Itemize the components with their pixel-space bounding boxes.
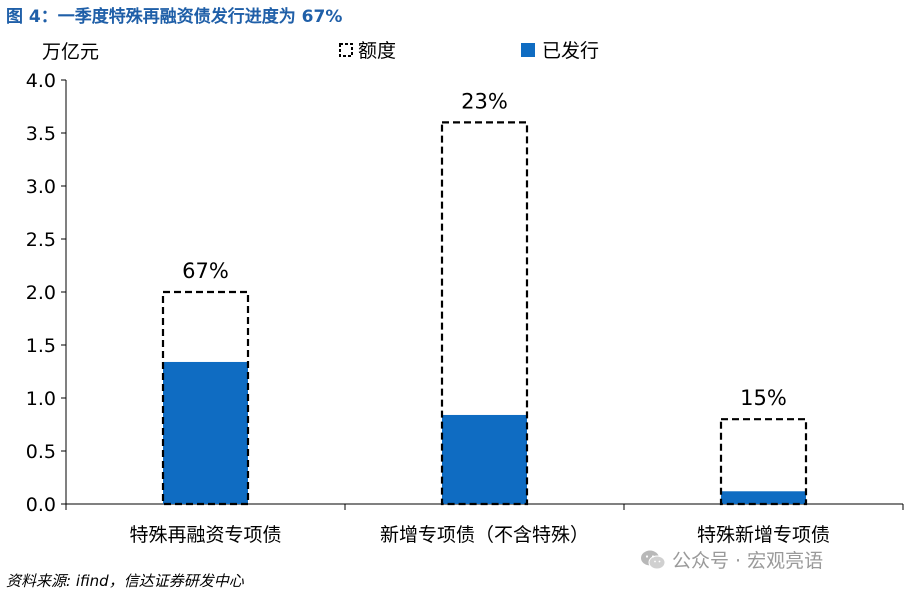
wechat-icon bbox=[641, 550, 666, 569]
watermark-label: 公众号 · 宏观亮语 bbox=[672, 550, 824, 572]
y-tick-label: 3.5 bbox=[26, 123, 56, 145]
y-tick-label: 2.5 bbox=[26, 229, 56, 251]
legend-swatch-quota bbox=[339, 43, 353, 57]
y-tick-label: 1.0 bbox=[26, 388, 56, 410]
legend-label-quota: 额度 bbox=[358, 40, 396, 62]
x-category-label: 新增专项债（不含特殊） bbox=[380, 524, 589, 546]
data-label: 15% bbox=[740, 386, 787, 410]
source-note: 资料来源: ifind，信达证券研发中心 bbox=[6, 572, 244, 590]
x-category-label: 特殊再融资专项债 bbox=[129, 524, 281, 546]
quota-bar bbox=[440, 121, 529, 506]
y-tick-label: 0.0 bbox=[26, 494, 56, 516]
watermark: 公众号 · 宏观亮语 bbox=[640, 546, 823, 573]
y-unit-label: 万亿元 bbox=[42, 41, 99, 63]
issued-bar bbox=[721, 491, 806, 504]
quota-bar bbox=[719, 418, 808, 506]
quota-bar bbox=[161, 290, 250, 506]
y-tick-label: 3.0 bbox=[26, 176, 56, 198]
legend-label-issued: 已发行 bbox=[542, 40, 599, 62]
y-tick-label: 1.5 bbox=[26, 335, 56, 357]
y-tick-label: 2.0 bbox=[26, 282, 56, 304]
y-tick-label: 4.0 bbox=[26, 70, 56, 92]
x-category-label: 特殊新增专项债 bbox=[697, 524, 830, 546]
issued-bar bbox=[163, 361, 248, 504]
issued-bar bbox=[442, 414, 527, 504]
figure-title: 图 4：一季度特殊再融资债发行进度为 67% bbox=[6, 7, 343, 27]
data-label: 67% bbox=[182, 259, 229, 283]
data-label: 23% bbox=[461, 89, 508, 113]
y-tick-label: 0.5 bbox=[26, 441, 56, 463]
legend-swatch-issued bbox=[521, 43, 535, 57]
